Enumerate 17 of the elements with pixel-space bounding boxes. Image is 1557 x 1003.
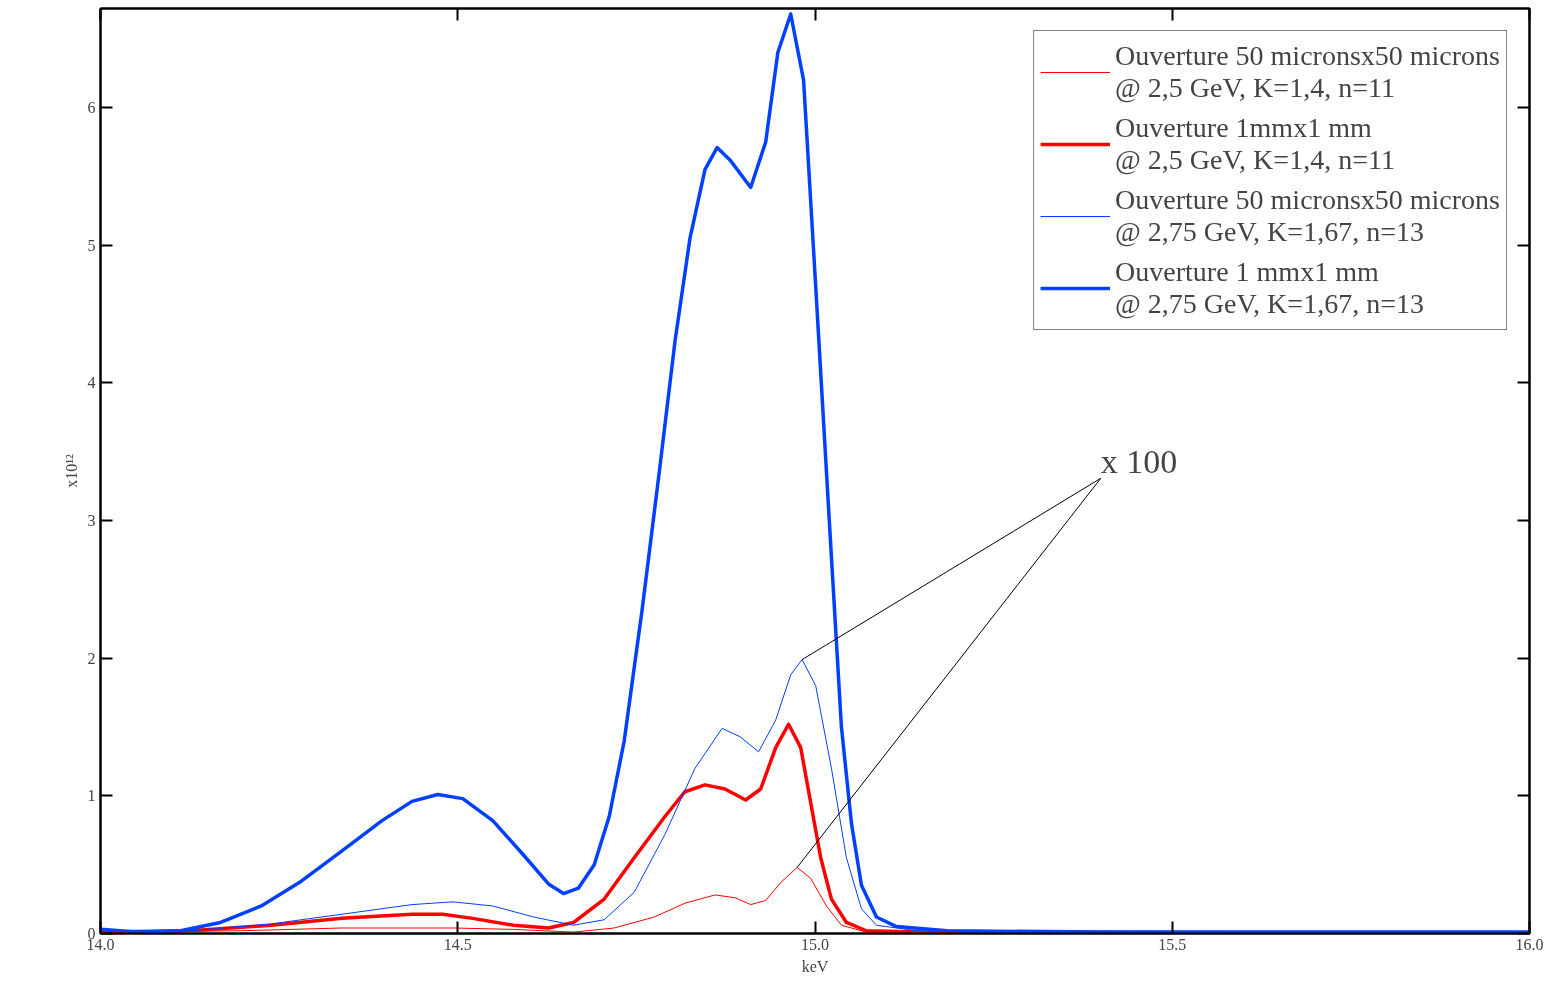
x-tick-label: 15.0 bbox=[801, 935, 829, 953]
legend-label: Ouverture 50 micronsx50 microns @ 2,75 GeV, K=1,67, n=13 bbox=[1115, 183, 1500, 249]
legend-label: Ouverture 50 micronsx50 microns @ 2,5 GeV, K=1,4, n=11 bbox=[1115, 39, 1500, 105]
y-tick-label: 5 bbox=[87, 236, 96, 254]
x-tick-label: 15.5 bbox=[1158, 935, 1187, 953]
y-tick-label: 6 bbox=[87, 99, 96, 117]
y-tick-label: 2 bbox=[87, 649, 96, 667]
x-tick-label: 14.5 bbox=[443, 935, 472, 953]
legend-label: Ouverture 1 mmx1 mm @ 2,75 GeV, K=1,67, n=13 bbox=[1115, 255, 1424, 321]
legend-label: Ouverture 1mmx1 mm @ 2,5 GeV, K=1,4, n=11 bbox=[1115, 111, 1395, 177]
y-axis-title: x10¹² bbox=[62, 454, 80, 488]
y-tick-label: 1 bbox=[87, 787, 96, 805]
annotation: x 100 bbox=[1100, 443, 1178, 481]
x-axis-title: keV bbox=[801, 957, 829, 975]
y-tick-label: 4 bbox=[87, 374, 96, 392]
y-tick-label: 3 bbox=[87, 512, 96, 530]
x-tick-label: 16.0 bbox=[1515, 935, 1544, 953]
